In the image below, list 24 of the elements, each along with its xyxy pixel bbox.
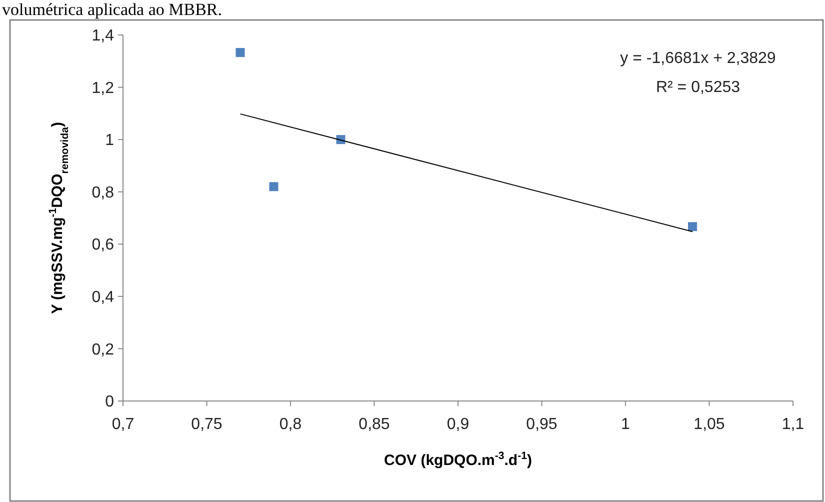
point [688, 222, 697, 232]
x-tick-label: 1,05 [694, 416, 725, 433]
x-tick-label: 0,75 [191, 416, 222, 433]
y-tick-label: 0,8 [92, 184, 114, 202]
x-axis-title: COV (kgDQO.m$^{-3}$.d$^{-1}$) [384, 450, 532, 469]
x-tick-label: 0,8 [279, 416, 302, 433]
annotation: y = -1,6681x + 2,3829 [620, 50, 776, 67]
x-tick-label: 0,9 [446, 416, 470, 433]
point [236, 48, 245, 58]
y-tick-label: 1 [105, 132, 114, 150]
x-tick-label: 0,85 [358, 416, 390, 433]
y-tick-label: 0,2 [92, 341, 114, 358]
x-tick-label: 1 [621, 416, 630, 433]
annotation: R² = 0,5253 [656, 79, 740, 96]
point [269, 182, 278, 192]
y-tick-label: 0,6 [92, 236, 114, 254]
y-tick-label: 1,2 [92, 80, 114, 97]
y-tick-label: 0,4 [92, 289, 114, 306]
text: volumétrica aplicada ao MBBR. [2, 0, 222, 19]
x-tick-label: 0,7 [112, 416, 134, 433]
y-tick-label: 0 [105, 394, 114, 411]
x-tick-label: 0,95 [526, 416, 558, 433]
x-tick-label: 1,1 [782, 416, 804, 433]
y-tick-label: 1,4 [92, 28, 114, 45]
